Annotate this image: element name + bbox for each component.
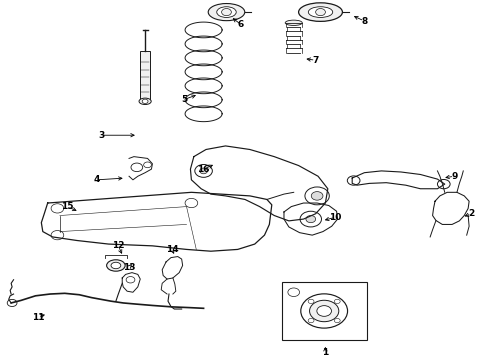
Text: 11: 11 — [32, 313, 44, 322]
Text: 16: 16 — [197, 165, 210, 174]
Circle shape — [221, 9, 231, 16]
Circle shape — [144, 162, 151, 168]
Circle shape — [185, 198, 198, 208]
Circle shape — [51, 204, 64, 213]
Text: 8: 8 — [361, 17, 368, 26]
Circle shape — [310, 300, 339, 322]
Circle shape — [300, 211, 321, 227]
Text: 6: 6 — [238, 20, 244, 29]
Text: 9: 9 — [451, 172, 458, 181]
Ellipse shape — [107, 260, 125, 271]
Circle shape — [131, 163, 143, 172]
Ellipse shape — [217, 7, 236, 17]
Circle shape — [51, 230, 64, 240]
Circle shape — [142, 99, 148, 103]
Ellipse shape — [139, 98, 151, 104]
Circle shape — [334, 319, 340, 323]
Circle shape — [308, 319, 314, 323]
Ellipse shape — [285, 20, 302, 26]
Text: 10: 10 — [329, 213, 342, 222]
Circle shape — [334, 299, 340, 303]
Text: 12: 12 — [112, 241, 124, 250]
Bar — [140, 51, 150, 101]
Circle shape — [308, 299, 314, 303]
Text: 7: 7 — [313, 56, 319, 65]
Circle shape — [195, 165, 212, 177]
Circle shape — [306, 216, 316, 222]
Circle shape — [316, 9, 325, 16]
Ellipse shape — [298, 3, 343, 21]
Text: 15: 15 — [61, 202, 74, 211]
Circle shape — [301, 294, 347, 328]
Text: 1: 1 — [322, 348, 328, 357]
Circle shape — [126, 276, 135, 283]
Circle shape — [438, 180, 450, 189]
Circle shape — [311, 192, 323, 200]
Ellipse shape — [208, 4, 245, 21]
Circle shape — [305, 187, 329, 205]
Circle shape — [7, 300, 17, 306]
Circle shape — [288, 288, 299, 297]
Text: 4: 4 — [93, 175, 99, 184]
Text: 2: 2 — [468, 209, 475, 218]
Text: 14: 14 — [166, 245, 178, 254]
Text: 13: 13 — [123, 263, 135, 272]
Text: 5: 5 — [181, 95, 187, 104]
Text: 3: 3 — [98, 131, 104, 140]
Ellipse shape — [111, 262, 121, 269]
Circle shape — [317, 306, 331, 316]
Ellipse shape — [308, 7, 333, 17]
Circle shape — [347, 176, 360, 185]
Circle shape — [200, 168, 207, 174]
Bar — [282, 282, 367, 341]
